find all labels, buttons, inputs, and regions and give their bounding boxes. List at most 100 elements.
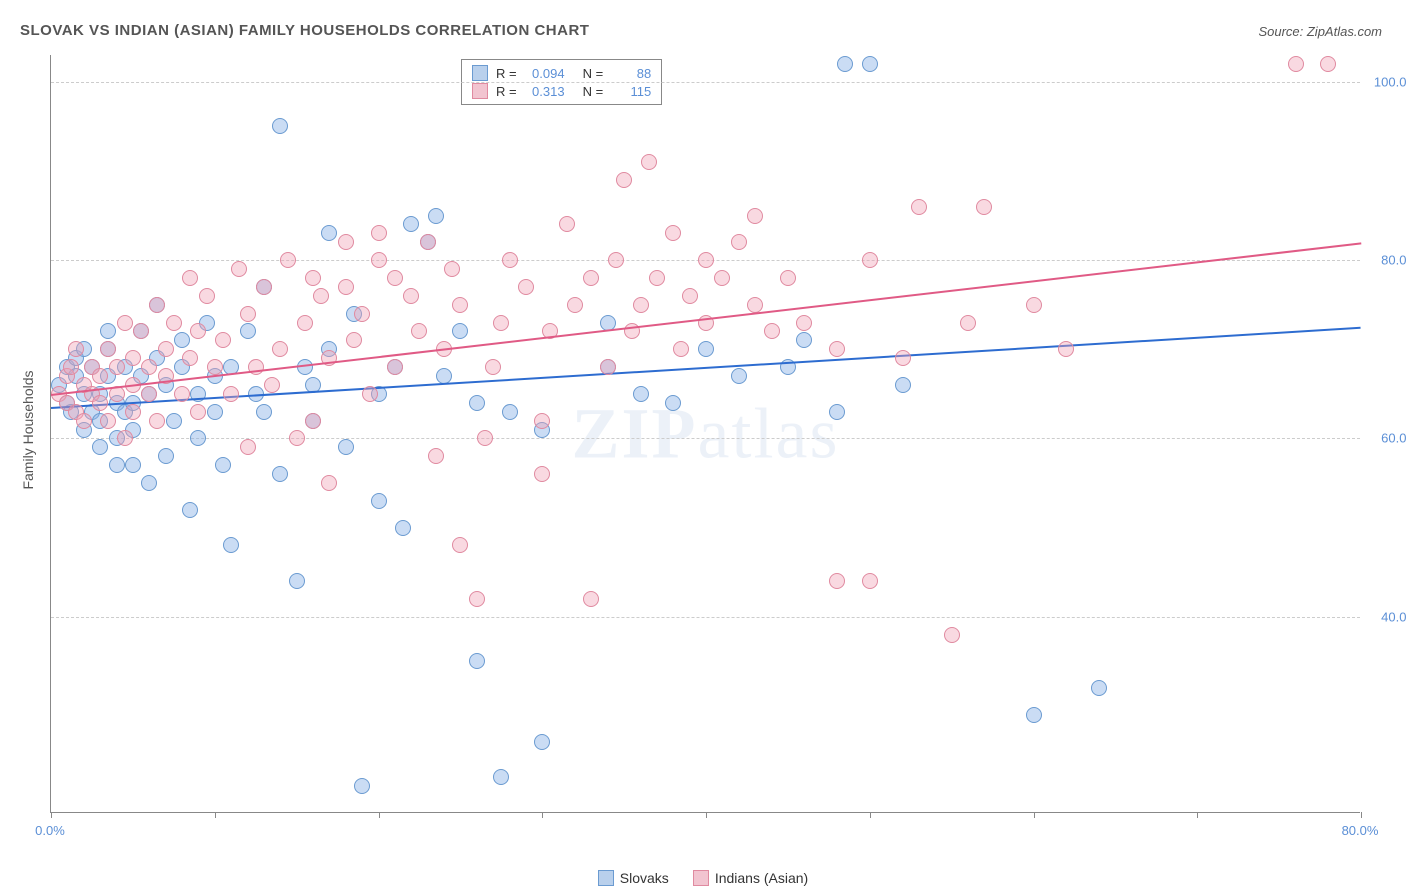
stat-r-value: 0.313 [525,84,565,99]
data-point [215,332,231,348]
data-point [223,537,239,553]
data-point [444,261,460,277]
data-point [428,448,444,464]
data-point [682,288,698,304]
data-point [420,234,436,250]
stats-row: R =0.094N =88 [472,64,651,82]
data-point [141,359,157,375]
data-point [125,404,141,420]
chart-title: SLOVAK VS INDIAN (ASIAN) FAMILY HOUSEHOL… [20,22,589,39]
data-point [493,769,509,785]
data-point [862,573,878,589]
grid-line [51,617,1360,618]
data-point [534,734,550,750]
data-point [272,118,288,134]
data-point [190,323,206,339]
data-point [518,279,534,295]
x-tick [1034,812,1035,818]
grid-line [51,82,1360,83]
data-point [796,315,812,331]
data-point [76,413,92,429]
data-point [166,315,182,331]
stat-r-label: R = [496,84,517,99]
data-point [190,404,206,420]
data-point [837,56,853,72]
data-point [362,386,378,402]
data-point [559,216,575,232]
data-point [240,306,256,322]
data-point [182,502,198,518]
data-point [452,297,468,313]
data-point [583,591,599,607]
data-point [502,252,518,268]
data-point [109,457,125,473]
data-point [452,537,468,553]
data-point [731,234,747,250]
legend-swatch [598,870,614,886]
data-point [428,208,444,224]
data-point [354,306,370,322]
data-point [403,288,419,304]
data-point [633,297,649,313]
data-point [862,252,878,268]
stat-n-value: 88 [611,66,651,81]
data-point [371,252,387,268]
legend-label: Indians (Asian) [715,870,808,886]
data-point [567,297,583,313]
x-tick [1197,812,1198,818]
x-tick [542,812,543,818]
data-point [141,386,157,402]
data-point [63,359,79,375]
data-point [608,252,624,268]
data-point [92,368,108,384]
y-tick-label: 40.0% [1381,609,1406,624]
data-point [371,225,387,241]
data-point [976,199,992,215]
data-point [117,430,133,446]
data-point [223,386,239,402]
data-point [133,323,149,339]
data-point [714,270,730,286]
data-point [862,56,878,72]
y-tick-label: 100.0% [1374,74,1406,89]
x-tick [215,812,216,818]
data-point [911,199,927,215]
data-point [100,323,116,339]
data-point [174,332,190,348]
data-point [469,591,485,607]
legend-item: Slovaks [598,870,669,886]
x-tick [379,812,380,818]
data-point [395,520,411,536]
stat-r-label: R = [496,66,517,81]
stat-n-label: N = [583,84,604,99]
data-point [92,395,108,411]
y-axis-title: Family Households [20,370,36,489]
plot-area: ZIPatlas R =0.094N =88R =0.313N =115 40.… [50,55,1360,813]
data-point [272,466,288,482]
watermark: ZIPatlas [572,392,840,475]
data-point [256,404,272,420]
data-point [469,395,485,411]
data-point [485,359,501,375]
data-point [68,341,84,357]
data-point [452,323,468,339]
data-point [174,386,190,402]
data-point [264,377,280,393]
data-point [289,430,305,446]
data-point [960,315,976,331]
data-point [321,475,337,491]
data-point [469,653,485,669]
data-point [698,341,714,357]
data-point [747,208,763,224]
data-point [182,270,198,286]
data-point [371,493,387,509]
data-point [796,332,812,348]
data-point [534,466,550,482]
data-point [297,315,313,331]
data-point [182,350,198,366]
data-point [1288,56,1304,72]
data-point [166,413,182,429]
data-point [240,439,256,455]
y-tick-label: 80.0% [1381,253,1406,268]
data-point [117,315,133,331]
